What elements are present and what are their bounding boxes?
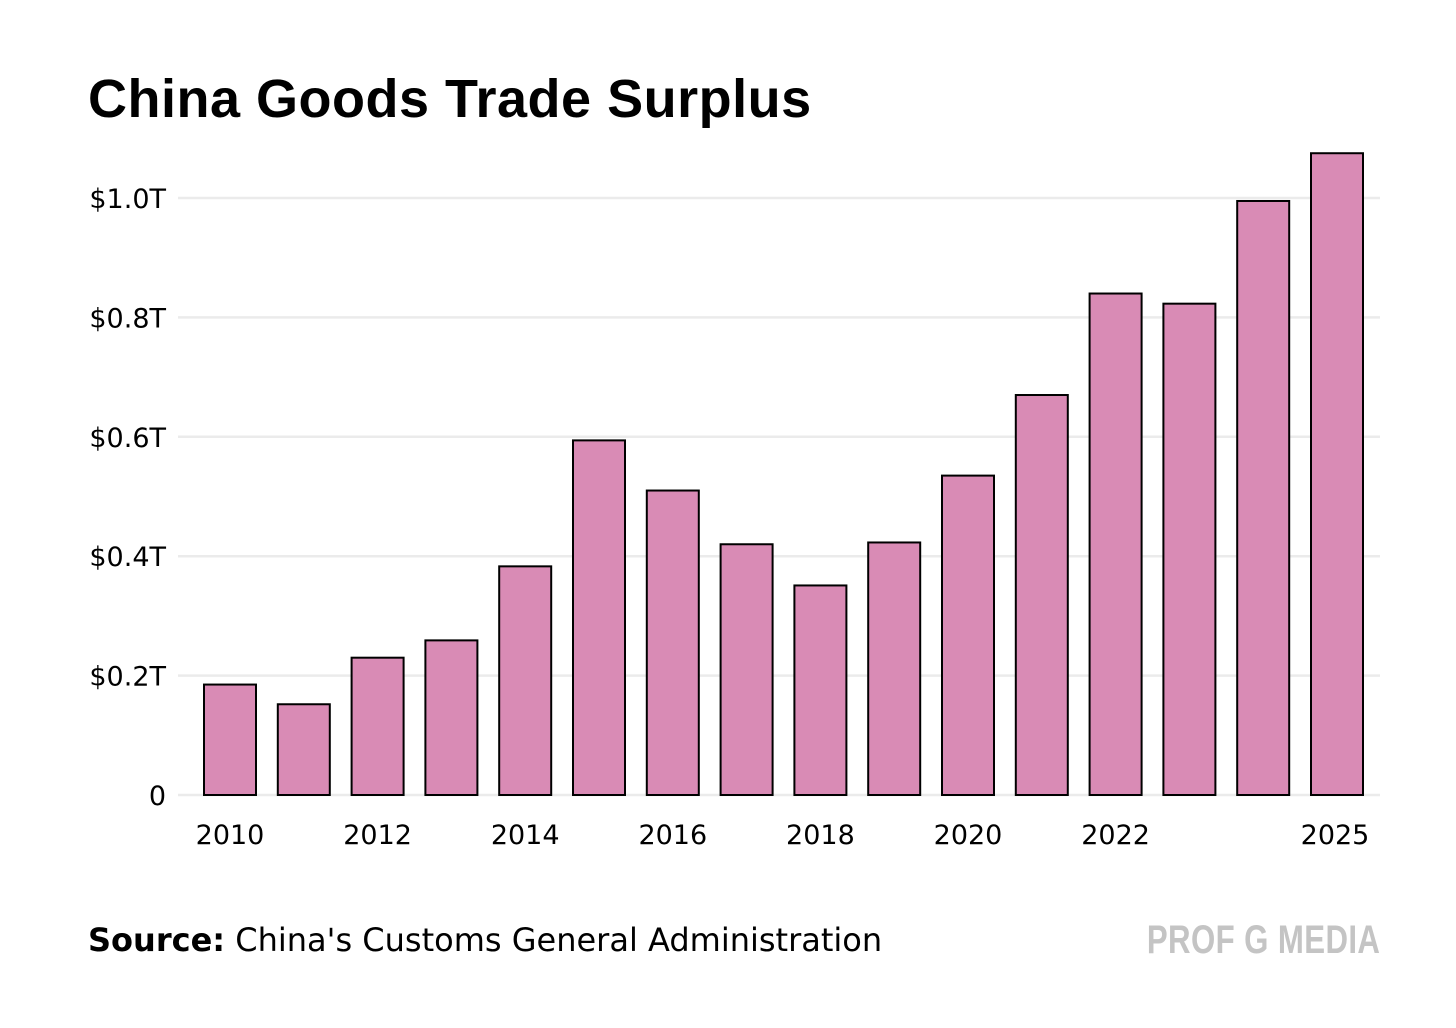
source-label: Source: <box>88 921 226 959</box>
x-tick-label: 2018 <box>786 820 855 851</box>
y-tick-label: $0.8T <box>89 303 166 334</box>
bar-2016 <box>645 489 700 796</box>
bar-2014 <box>498 565 553 796</box>
source-note: Source: China's Customs General Administ… <box>88 918 882 962</box>
bar-2022 <box>1088 292 1143 796</box>
bar-2011 <box>276 703 331 796</box>
bar-2015 <box>572 439 626 796</box>
x-tick-label: 2016 <box>638 820 707 851</box>
bar-2012 <box>350 656 405 796</box>
x-tick-label: 2012 <box>343 820 412 851</box>
x-tick-label: 2010 <box>196 820 265 851</box>
bar-2017 <box>719 543 774 797</box>
bar-2025 <box>1310 152 1364 797</box>
bars <box>203 152 1364 797</box>
x-tick-label: 2014 <box>491 820 560 851</box>
source-text: China's Customs General Administration <box>225 921 883 959</box>
x-tick-label: 2022 <box>1081 820 1150 851</box>
bar-2018 <box>793 584 848 796</box>
bar-2010 <box>203 683 257 796</box>
y-axis-tick-labels: 0 $0.2T $0.4T $0.6T $0.8T $1.0T <box>89 184 166 812</box>
y-tick-label: 0 <box>149 781 166 812</box>
bar-chart: 0$0.2T$0.4T$0.6T$0.8T$1.0T 2010 2012 2014 2… <box>89 152 1380 851</box>
y-tick-label: $0.4T <box>89 542 166 573</box>
bar-2013 <box>424 639 479 797</box>
y-tick-label: $1.0T <box>89 184 166 215</box>
y-tick-label: $0.2T <box>89 662 166 693</box>
bar-2023 <box>1162 302 1217 796</box>
y-tick-label: $0.6T <box>89 423 166 454</box>
bar-2021 <box>1014 394 1069 796</box>
brand-logo: PROF G MEDIA <box>1146 918 1380 962</box>
x-tick-label: 2020 <box>934 820 1003 851</box>
chart-title: China Goods Trade Surplus <box>88 69 812 129</box>
bar-2020 <box>941 474 995 796</box>
bar-2019 <box>867 541 922 796</box>
bar-2024 <box>1236 199 1291 797</box>
x-axis-tick-labels: 2010 2012 2014 2016 2018 2020 2022 2025 <box>196 820 1370 851</box>
x-tick-label: 2025 <box>1301 820 1370 851</box>
